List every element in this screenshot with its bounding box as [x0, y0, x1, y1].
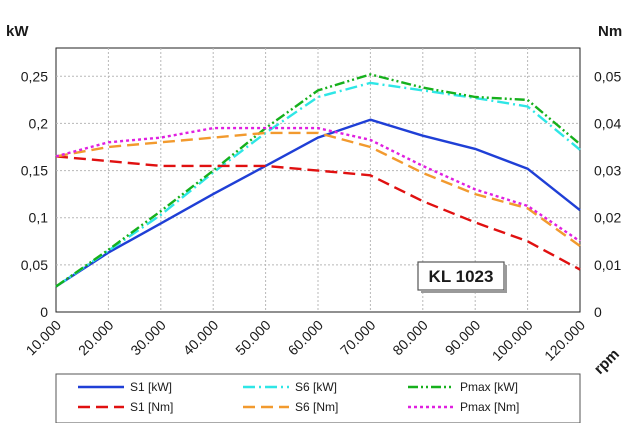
legend-label-s1-kw: S1 [kW]: [130, 380, 172, 394]
right-tick-label: 0,02: [594, 210, 621, 226]
x-tick-label: 120.000: [541, 317, 588, 364]
x-tick-label: 30.000: [127, 317, 169, 359]
right-axis-ticks: 0 0,01 0,02 0,03 0,04 0,05: [594, 68, 621, 320]
x-axis-unit-label: rpm: [591, 346, 623, 378]
model-badge: KL 1023: [417, 261, 507, 293]
legend: S1 [kW] S6 [kW] Pmax [kW] S1 [Nm] S6 [Nm] Pma…: [78, 380, 519, 414]
legend-label-pmax-kw: Pmax [kW]: [460, 380, 518, 394]
left-tick-label: 0,15: [21, 163, 48, 179]
series-line-s6-nm: [55, 131, 581, 247]
left-tick-label: 0,1: [29, 210, 49, 226]
x-tick-label: 60.000: [285, 317, 327, 359]
left-tick-label: 0,05: [21, 257, 48, 273]
x-tick-label: 80.000: [389, 317, 431, 359]
right-tick-label: 0,05: [594, 68, 621, 84]
left-axis-ticks: 0 0,05 0,1 0,15 0,2 0,25: [21, 68, 48, 320]
model-badge-text: KL 1023: [429, 267, 494, 286]
left-axis-unit-label: kW: [6, 23, 29, 40]
x-axis-ticks: 10.000 20.000 30.000 40.000 50.000 60.000 70.0…: [23, 317, 589, 364]
x-tick-label: 100.000: [489, 317, 536, 364]
x-tick-label: 90.000: [442, 317, 484, 359]
left-tick-label: 0,2: [29, 115, 49, 131]
right-tick-label: 0,01: [594, 257, 621, 273]
legend-label-s6-kw: S6 [kW]: [295, 380, 337, 394]
right-tick-label: 0,04: [594, 115, 621, 131]
x-tick-label: 10.000: [23, 317, 65, 359]
x-tick-label: 40.000: [180, 317, 222, 359]
right-tick-label: 0: [594, 304, 602, 320]
x-tick-label: 50.000: [232, 317, 274, 359]
legend-label-s1-nm: S1 [Nm]: [130, 400, 173, 414]
legend-label-s6-nm: S6 [Nm]: [295, 400, 338, 414]
series-line-s6-kw: [55, 81, 581, 288]
x-tick-label: 20.000: [75, 317, 117, 359]
left-tick-label: 0,25: [21, 68, 48, 84]
series-lines: [55, 73, 581, 288]
series-line-pmax-kw: [55, 73, 581, 288]
series-line-pmax-nm: [55, 126, 581, 243]
legend-box: [55, 373, 581, 423]
legend-label-pmax-nm: Pmax [Nm]: [460, 400, 519, 414]
series-line-s1-nm: [55, 155, 581, 271]
left-tick-label: 0: [40, 304, 48, 320]
series-line-s1-kw: [55, 118, 581, 288]
x-tick-label: 70.000: [337, 317, 379, 359]
right-axis-unit-label: Nm: [598, 23, 622, 40]
right-tick-label: 0,03: [594, 163, 621, 179]
grid-lines: [56, 48, 580, 312]
